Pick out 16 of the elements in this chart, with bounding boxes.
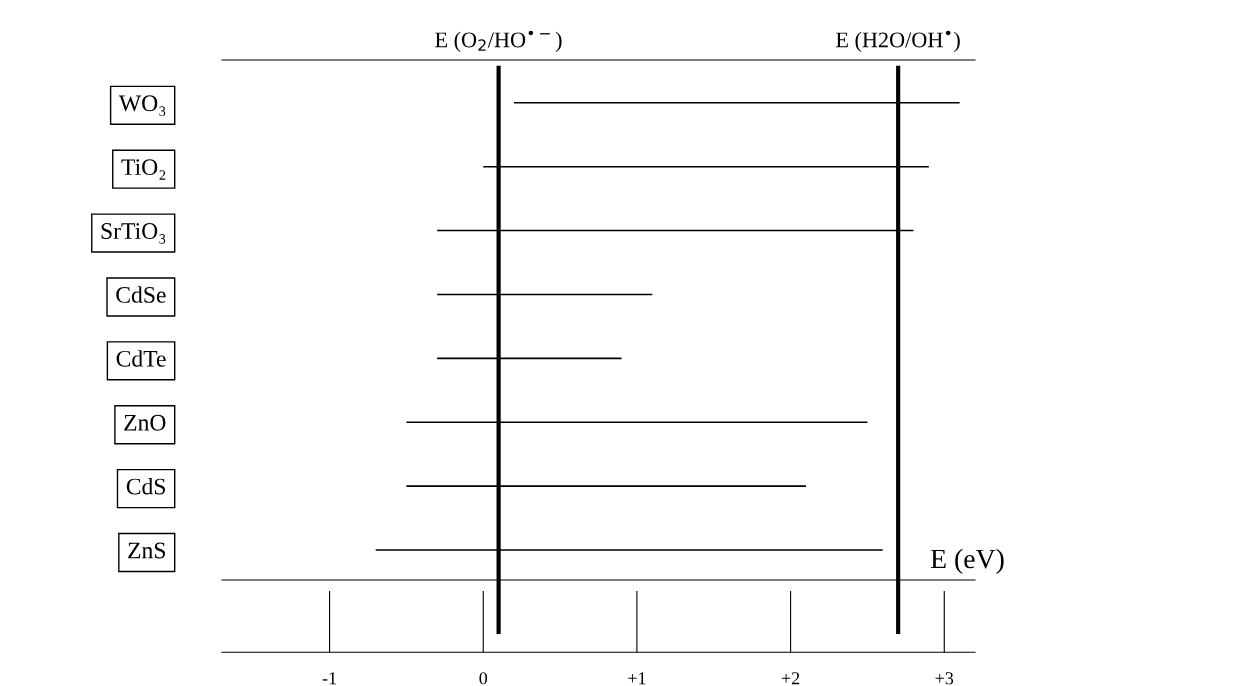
- x-tick-label: 0: [479, 672, 488, 685]
- y-tick-label: CdTe: [116, 350, 166, 367]
- x-tick-label: +3: [935, 672, 954, 685]
- y-tick-label: ZnO: [124, 414, 166, 431]
- x-axis-title: E (eV): [930, 548, 1004, 574]
- y-tick-label: TiO₂: [121, 159, 166, 180]
- x-tick-label: -1: [322, 672, 337, 685]
- x-tick-label: +1: [628, 672, 646, 685]
- y-tick-label: ZnS: [128, 542, 165, 559]
- ref-line-label: E (H2O/OH$^{•}$): [836, 30, 960, 52]
- x-tick-label: +2: [781, 672, 800, 685]
- y-tick-label: CdS: [126, 477, 165, 495]
- ref-line-label: E (O$_{2}$/HO$^{•−}$): [435, 30, 562, 52]
- y-tick-label: WO₃: [118, 95, 166, 116]
- y-tick-label: SrTiO₃: [101, 223, 166, 244]
- y-tick-label: CdSe: [116, 286, 166, 303]
